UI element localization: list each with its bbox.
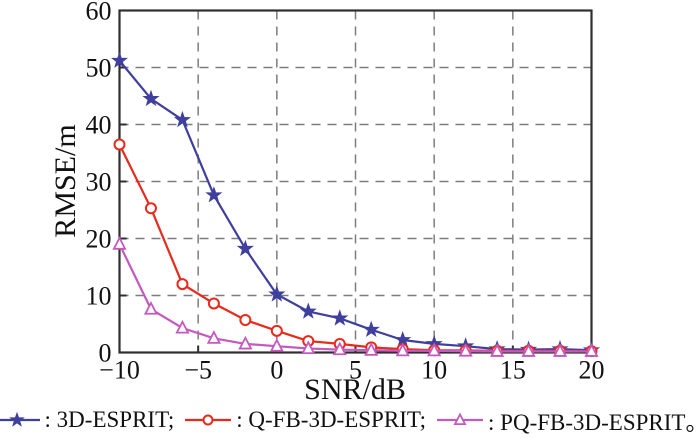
svg-text:30: 30	[86, 168, 112, 197]
triangle-marker-icon	[435, 409, 485, 431]
legend-label-3d-esprit: : 3D-ESPRIT;	[44, 407, 175, 432]
svg-text:−5: −5	[184, 356, 212, 385]
svg-text:20: 20	[579, 356, 605, 385]
svg-text:−10: −10	[99, 356, 140, 385]
star-marker-icon	[0, 409, 42, 431]
x-axis-label: SNR/dB	[304, 373, 406, 406]
legend-label-pq-fb-3d-esprit: : PQ-FB-3D-ESPRIT。	[488, 410, 700, 435]
legend-item-pq-fb-3d-esprit: : PQ-FB-3D-ESPRIT。	[435, 403, 700, 437]
svg-text:0: 0	[270, 356, 283, 385]
svg-text:50: 50	[86, 54, 112, 83]
svg-text:10: 10	[86, 282, 112, 311]
plot-area: −10 −5 0 5 10 15 20 0 10 20 30 40 50 60	[86, 0, 605, 385]
svg-text:15: 15	[500, 356, 526, 385]
legend-item-q-fb-3d-esprit: : Q-FB-3D-ESPRIT;	[183, 407, 426, 433]
y-axis-label: RMSE/m	[49, 124, 82, 238]
svg-text:0: 0	[99, 339, 112, 368]
svg-text:5: 5	[349, 356, 362, 385]
circle-marker-icon	[183, 409, 233, 431]
legend: : 3D-ESPRIT; : Q-FB-3D-ESPRIT; : PQ-FB-3…	[0, 403, 700, 437]
svg-text:10: 10	[421, 356, 447, 385]
svg-text:60: 60	[86, 0, 112, 26]
svg-text:20: 20	[86, 225, 112, 254]
legend-item-3d-esprit: : 3D-ESPRIT;	[0, 407, 174, 433]
legend-label-q-fb-3d-esprit: : Q-FB-3D-ESPRIT;	[236, 407, 427, 432]
svg-text:40: 40	[86, 111, 112, 140]
